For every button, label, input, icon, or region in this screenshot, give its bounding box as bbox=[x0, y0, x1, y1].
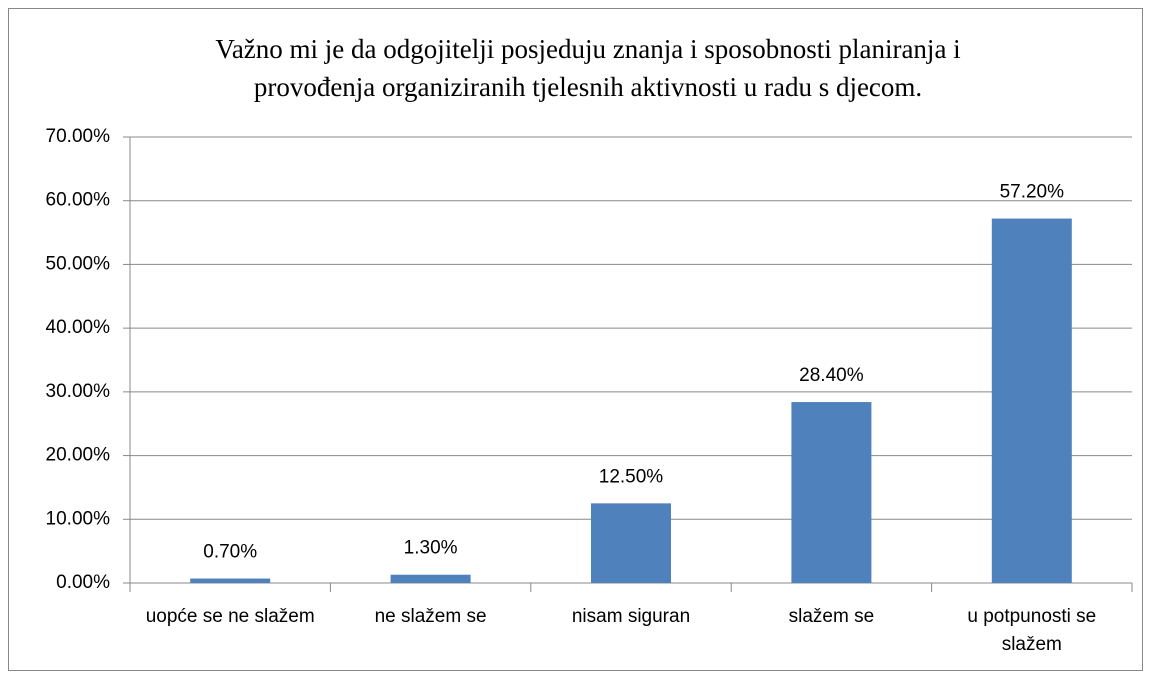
data-label: 1.30% bbox=[404, 538, 458, 559]
data-label: 12.50% bbox=[599, 466, 664, 487]
y-tick-label: 20.00% bbox=[46, 445, 111, 466]
data-label: 57.20% bbox=[1000, 182, 1065, 203]
chart-frame bbox=[8, 8, 1143, 671]
bar bbox=[390, 574, 471, 583]
x-tick-label: slažem se bbox=[788, 606, 875, 627]
y-tick-label: 10.00% bbox=[46, 508, 111, 529]
y-tick-label: 50.00% bbox=[46, 253, 111, 274]
data-label: 28.40% bbox=[799, 365, 864, 386]
x-tick-label: nisam siguran bbox=[571, 606, 691, 627]
y-tick-label: 30.00% bbox=[46, 381, 111, 402]
chart-title: Važno mi je da odgojitelji posjeduju zna… bbox=[215, 34, 960, 64]
data-label: 0.70% bbox=[203, 542, 257, 563]
chart-title: provođenja organiziranih tjelesnih aktiv… bbox=[254, 72, 922, 102]
bar bbox=[791, 402, 872, 583]
y-tick-label: 40.00% bbox=[46, 317, 111, 338]
y-tick-label: 0.00% bbox=[56, 572, 110, 593]
x-tick-label: u potpunosti se slažem bbox=[967, 606, 1097, 655]
y-tick-label: 70.00% bbox=[46, 126, 111, 147]
bar bbox=[991, 218, 1072, 583]
bar bbox=[190, 578, 271, 583]
x-tick-label: uopće se ne slažem bbox=[145, 606, 315, 627]
x-tick-label: ne slažem se bbox=[374, 606, 487, 627]
y-tick-label: 60.00% bbox=[46, 190, 111, 211]
bar bbox=[591, 503, 671, 583]
